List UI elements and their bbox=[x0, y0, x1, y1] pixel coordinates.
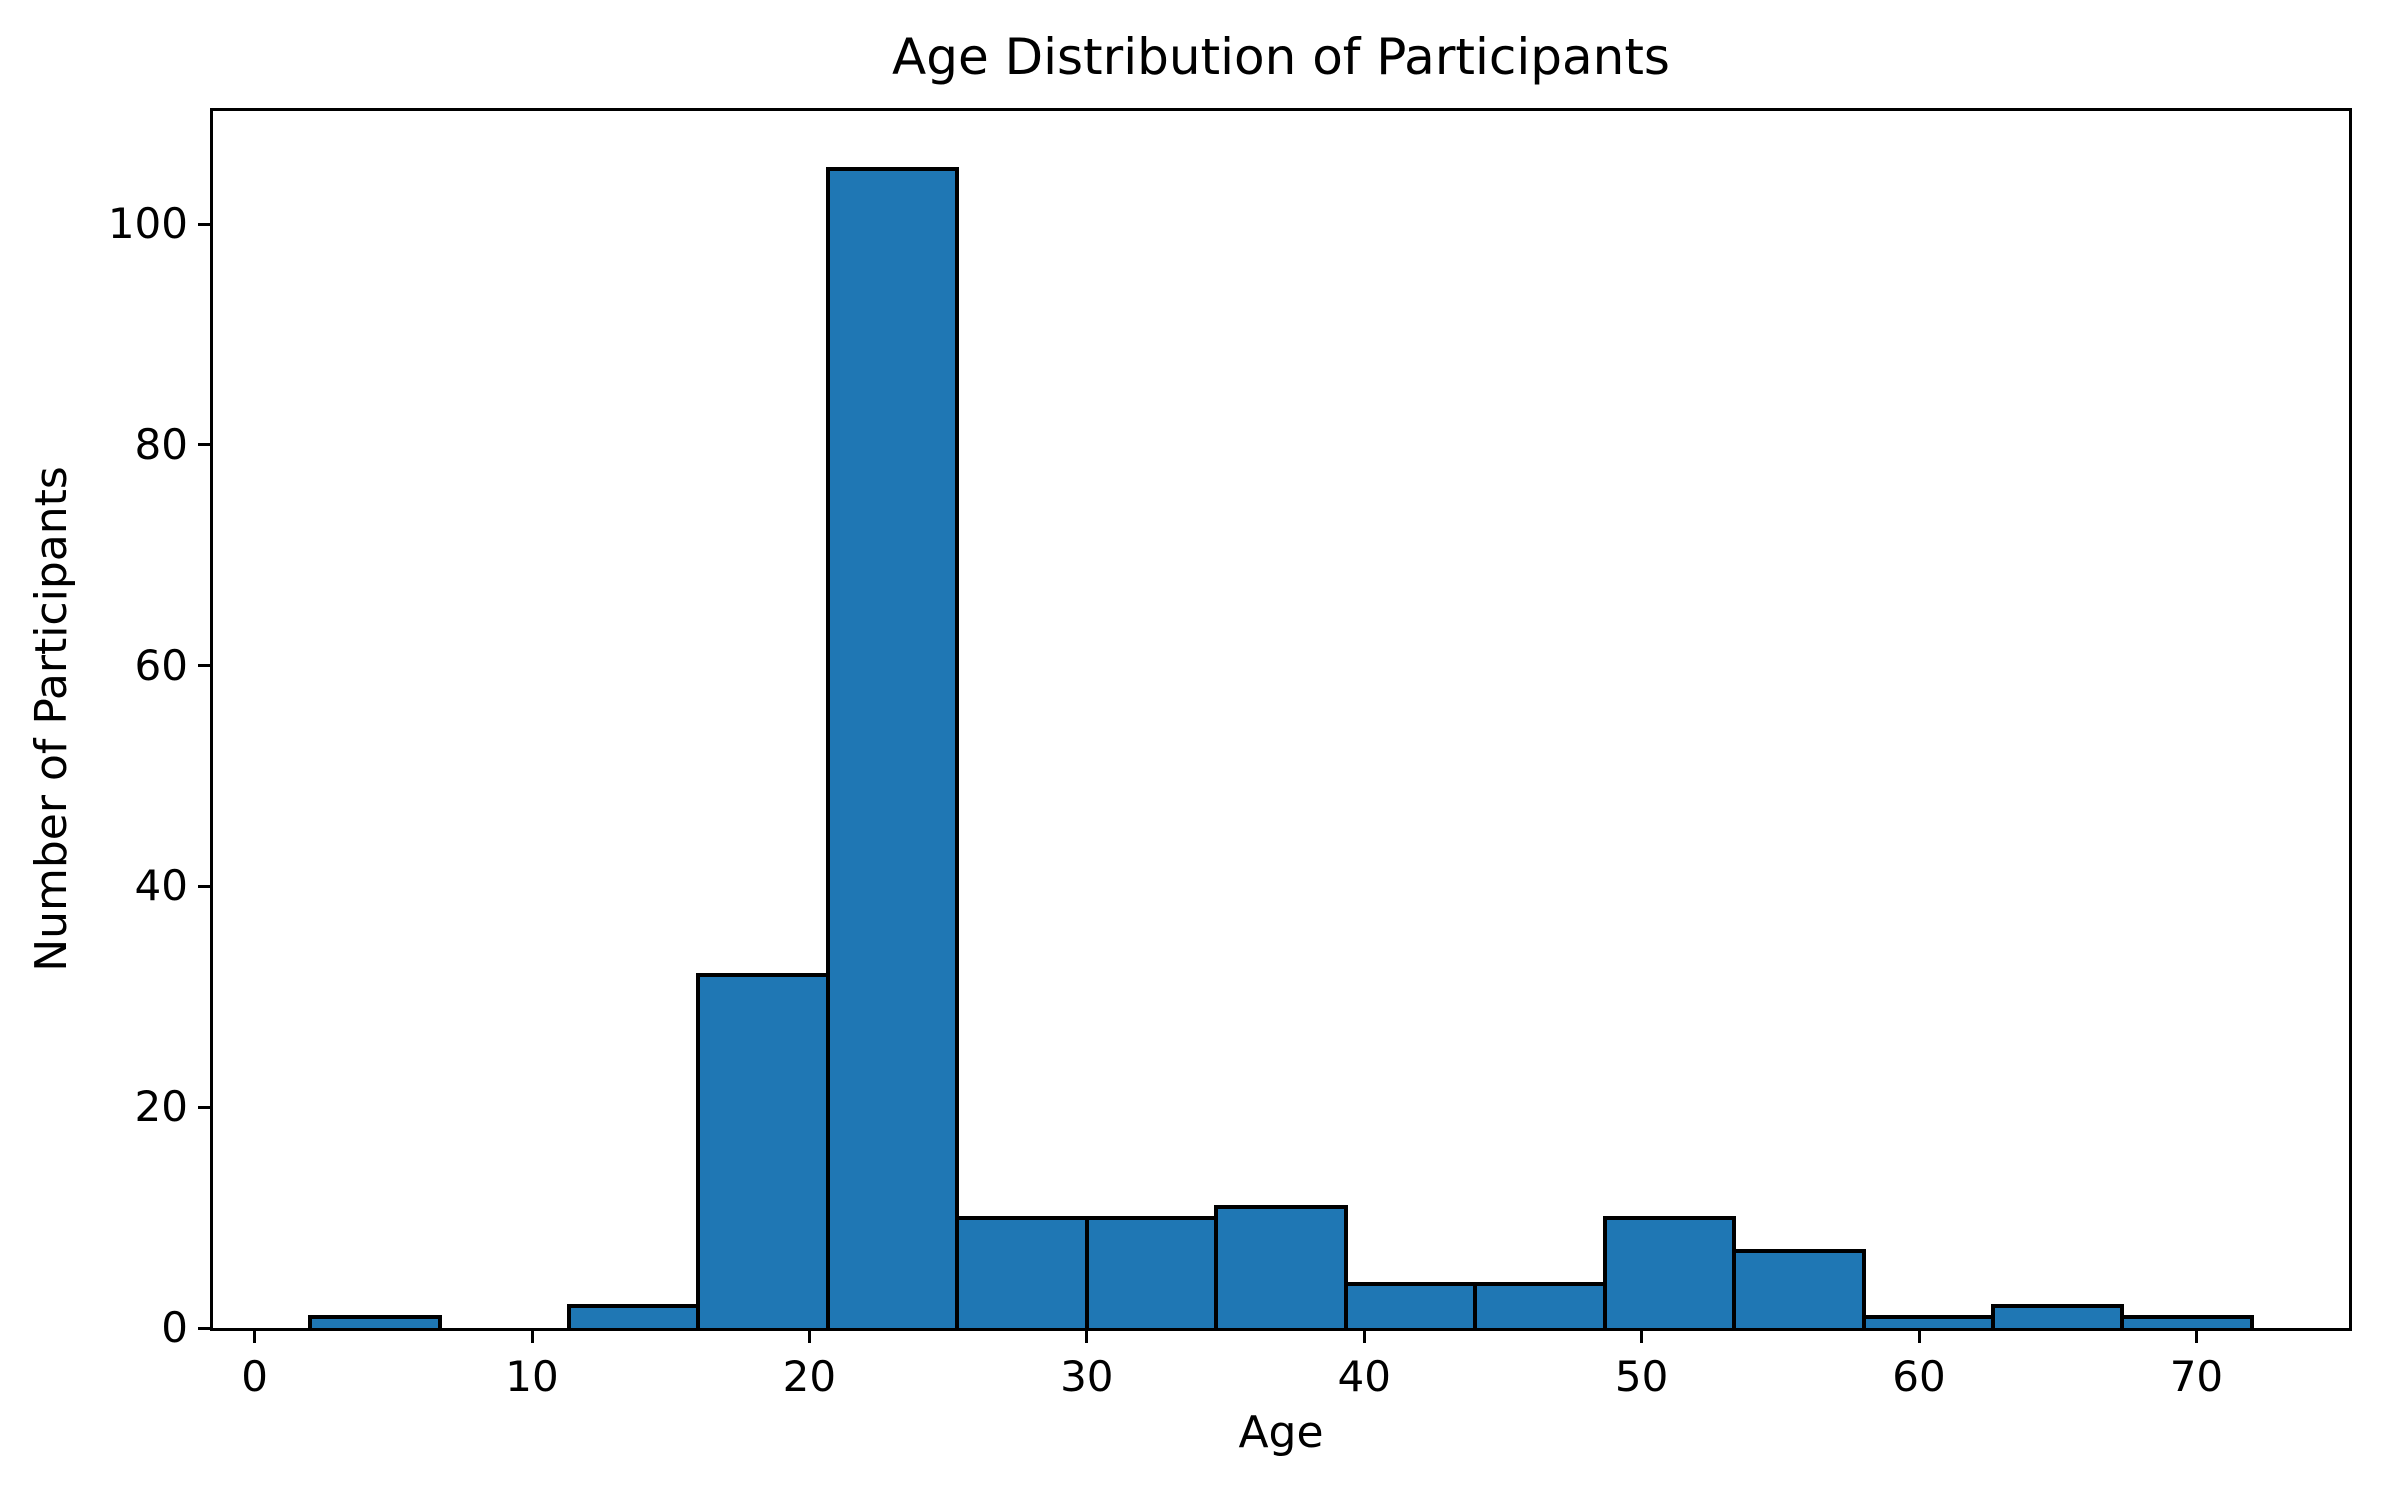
histogram-bar bbox=[696, 972, 830, 1328]
histogram-bar bbox=[825, 166, 960, 1328]
x-tick-mark bbox=[1640, 1328, 1644, 1343]
x-tick-mark bbox=[530, 1328, 534, 1343]
histogram-bar bbox=[1084, 1215, 1219, 1328]
x-tick-mark bbox=[253, 1328, 257, 1343]
x-tick-mark bbox=[1362, 1328, 1366, 1343]
y-tick-label: 80 bbox=[134, 419, 188, 469]
plot-area bbox=[210, 108, 2352, 1331]
y-tick-label: 0 bbox=[161, 1303, 188, 1352]
y-tick-mark bbox=[198, 1105, 213, 1109]
x-tick-label: 20 bbox=[782, 1352, 837, 1401]
y-tick-mark bbox=[198, 884, 213, 888]
x-axis-label: Age bbox=[1238, 1407, 1324, 1458]
y-tick-mark bbox=[198, 222, 213, 226]
histogram-bar bbox=[1732, 1248, 1866, 1328]
y-tick-label: 100 bbox=[107, 199, 188, 249]
y-tick-mark bbox=[198, 1326, 213, 1330]
x-tick-label: 30 bbox=[1060, 1352, 1114, 1401]
x-tick-label: 10 bbox=[505, 1352, 559, 1401]
histogram-bar bbox=[308, 1314, 442, 1328]
histogram-bar bbox=[1602, 1215, 1737, 1328]
x-tick-label: 40 bbox=[1337, 1352, 1391, 1401]
x-tick-label: 50 bbox=[1614, 1352, 1669, 1401]
histogram-bar bbox=[955, 1215, 1089, 1328]
x-tick-label: 60 bbox=[1892, 1352, 1946, 1401]
chart-title: Age Distribution of Participants bbox=[892, 28, 1670, 86]
histogram-bar bbox=[1214, 1204, 1348, 1328]
x-tick-mark bbox=[1917, 1328, 1921, 1343]
histogram-bar bbox=[1861, 1314, 1995, 1328]
x-tick-label: 0 bbox=[241, 1352, 268, 1401]
x-tick-mark bbox=[807, 1328, 811, 1343]
histogram-bar bbox=[566, 1303, 701, 1328]
histogram-bar bbox=[1991, 1303, 2125, 1328]
histogram-bar bbox=[1473, 1281, 1607, 1328]
plot-frame bbox=[210, 108, 2352, 1331]
y-tick-label: 40 bbox=[134, 861, 188, 911]
y-tick-label: 60 bbox=[134, 640, 188, 690]
x-tick-mark bbox=[1085, 1328, 1089, 1343]
y-tick-mark bbox=[198, 443, 213, 447]
x-tick-mark bbox=[2194, 1328, 2198, 1343]
histogram-bar bbox=[1343, 1281, 1478, 1328]
y-tick-mark bbox=[198, 664, 213, 668]
y-tick-label: 20 bbox=[134, 1082, 188, 1132]
x-tick-label: 70 bbox=[2169, 1352, 2224, 1401]
histogram-bar bbox=[2120, 1314, 2254, 1328]
